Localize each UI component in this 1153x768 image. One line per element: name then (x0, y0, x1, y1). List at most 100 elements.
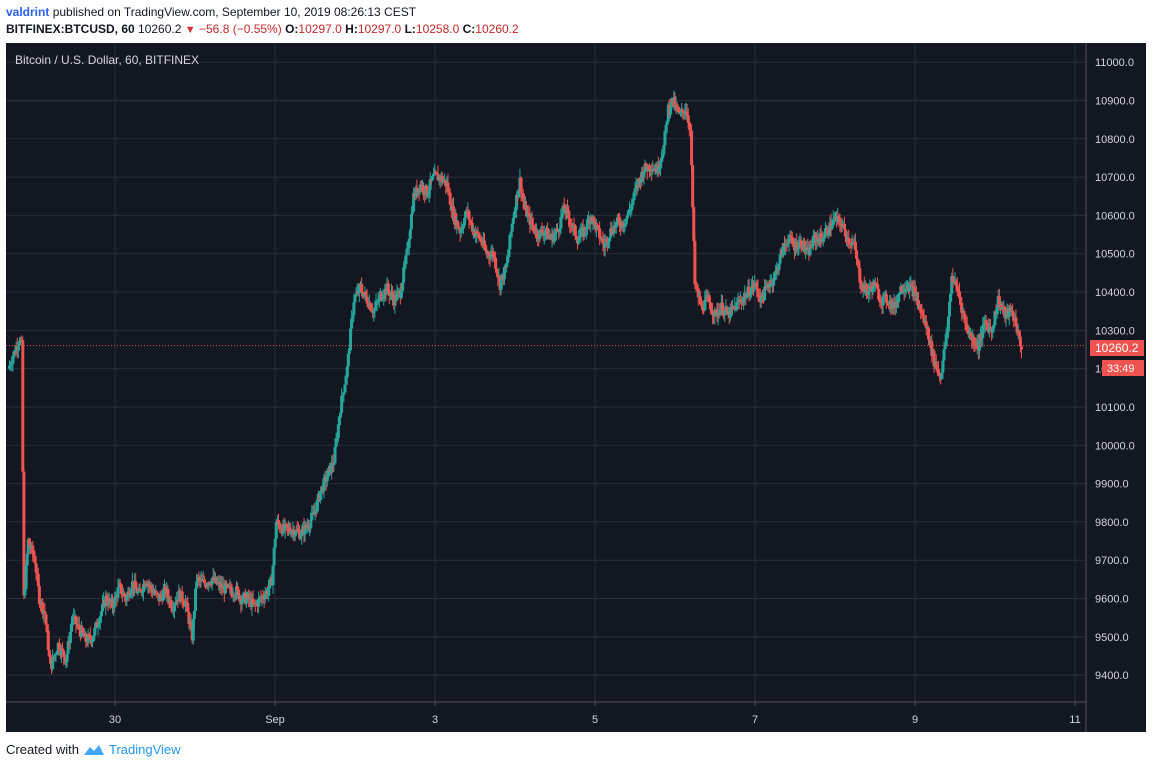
candle-body (184, 601, 188, 606)
candle-body (787, 239, 791, 244)
candle-body (469, 221, 473, 224)
candle-body (695, 286, 699, 289)
candle-body (810, 245, 814, 248)
candle-body (71, 618, 75, 626)
candle-body (45, 624, 49, 631)
tradingview-brand-link[interactable]: TradingView (108, 742, 181, 757)
candle-body (341, 394, 345, 396)
candle-body (53, 654, 57, 658)
candle-body (186, 602, 190, 612)
candle-body (985, 323, 989, 326)
candle-body (1020, 346, 1023, 350)
candle-body (422, 185, 426, 194)
candle-body (954, 280, 958, 285)
candle-body (1007, 307, 1011, 318)
x-tick-label: 7 (752, 714, 758, 726)
candle-body (894, 301, 898, 308)
candle-body (116, 587, 120, 598)
candle-body (298, 530, 302, 539)
candle-body (159, 594, 163, 597)
candle-body (816, 237, 820, 240)
candle-body (117, 582, 121, 588)
candle-body (293, 533, 297, 537)
candle-body (791, 242, 795, 245)
candle-body (95, 622, 99, 628)
y-tick-label: 10300.0 (1095, 325, 1135, 337)
candle-body (945, 331, 949, 334)
y-tick-label: 10900.0 (1095, 95, 1135, 107)
candle-body (912, 287, 916, 297)
candle-body (850, 242, 854, 246)
candle-body (237, 589, 241, 600)
candle-body (919, 305, 923, 313)
candle-body (72, 616, 76, 619)
candle-body (101, 603, 105, 612)
candle-body (11, 357, 15, 365)
candle-body (306, 526, 310, 528)
candle-body (977, 340, 981, 351)
candle-body (141, 584, 145, 593)
candle-body (510, 223, 514, 232)
candle-body (284, 523, 288, 525)
candle-body (216, 582, 220, 584)
candle-body (685, 111, 689, 116)
candle-body (167, 596, 171, 603)
candle-body (964, 322, 968, 325)
candle-body (393, 294, 397, 306)
publish-info: valdrint published on TradingView.com, S… (6, 5, 416, 20)
candle-body (105, 595, 109, 603)
candle-body (191, 619, 195, 641)
candle-body (771, 280, 775, 285)
candle-body (878, 299, 882, 303)
candle-body (661, 154, 665, 159)
time-axis[interactable]: 30 Sep 3 5 7 9 11 (109, 702, 1081, 726)
x-tick-label: 9 (912, 714, 918, 726)
candle-body (319, 491, 323, 501)
candle-body (731, 306, 735, 309)
candle-body (315, 499, 319, 512)
candle-body (502, 266, 506, 280)
candle-body (350, 318, 354, 329)
candle-body (610, 228, 614, 233)
candle-body (1011, 310, 1015, 317)
candle-body (351, 315, 355, 319)
candle-body (525, 205, 529, 217)
candle-body (926, 327, 930, 340)
candle-body (560, 214, 564, 217)
candle-body (546, 228, 550, 239)
candle-body (853, 241, 857, 251)
candle-body (882, 294, 886, 297)
candle-body (234, 586, 238, 596)
candle-body (808, 245, 812, 256)
candle-body (702, 310, 706, 312)
candle-body (705, 296, 709, 298)
candle-body (634, 185, 638, 190)
candle-body (128, 594, 132, 597)
candle-body (123, 593, 127, 598)
candle-body (508, 234, 512, 250)
candle-body (343, 384, 347, 393)
candle-body (175, 599, 179, 604)
candle-body (757, 294, 761, 297)
candle-body (753, 284, 757, 288)
candle-body (920, 312, 924, 315)
candle-body (561, 205, 565, 215)
candle-body (903, 288, 907, 292)
candle-body (1017, 330, 1021, 337)
candle-body (62, 650, 66, 658)
candle-body (874, 283, 878, 286)
candle-body (349, 328, 353, 351)
candle-body (48, 654, 52, 664)
candle-body (428, 179, 432, 190)
candle-body (322, 478, 326, 492)
price-chart[interactable]: 9400.0 9500.0 9600.0 9700.0 9800.0 9900.0 1000… (6, 43, 1146, 732)
candle-body (997, 296, 1001, 308)
candle-body (659, 160, 663, 168)
candle-body (621, 222, 625, 228)
author-name[interactable]: valdrint (6, 5, 50, 19)
candle-body (566, 207, 570, 212)
candle-body (827, 234, 831, 236)
candle-body (936, 369, 940, 374)
candle-body (837, 216, 841, 219)
candle-body (982, 324, 986, 326)
